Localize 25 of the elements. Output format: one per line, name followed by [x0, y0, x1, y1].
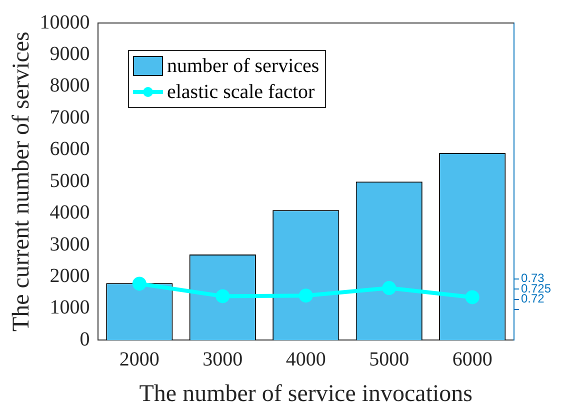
point	[382, 281, 396, 296]
y-tick-label: 2000	[50, 265, 90, 288]
y-tick-label: 7000	[50, 106, 90, 128]
y-tick-label: 9000	[50, 42, 90, 65]
point	[298, 288, 313, 303]
y-tick-label: 6000	[50, 138, 90, 160]
x-tick-label: 5000	[369, 348, 410, 370]
y-tick-label: 10000	[40, 11, 90, 34]
legend-label: number of services	[167, 54, 320, 79]
y-tick-label: 3000	[50, 233, 90, 256]
y-tick-label: 0	[80, 328, 90, 350]
point	[465, 290, 480, 304]
y-tick-label: 4000	[50, 202, 90, 224]
y-tick-label: 1000	[50, 296, 90, 319]
x-tick-label: 4000	[286, 348, 326, 370]
y-axis-title: The current number of services	[8, 32, 35, 332]
point	[132, 276, 146, 291]
point	[216, 289, 230, 304]
legend-label: elastic scale factor	[167, 80, 315, 105]
y-tick-label: 8000	[50, 74, 90, 97]
x-axis-title: The number of service invocations	[139, 380, 473, 407]
y-tick-label: 5000	[50, 170, 90, 192]
x-tick-label: 3000	[202, 348, 243, 370]
x-tick-label: 6000	[452, 348, 492, 370]
x-tick-label: 2000	[119, 348, 160, 370]
